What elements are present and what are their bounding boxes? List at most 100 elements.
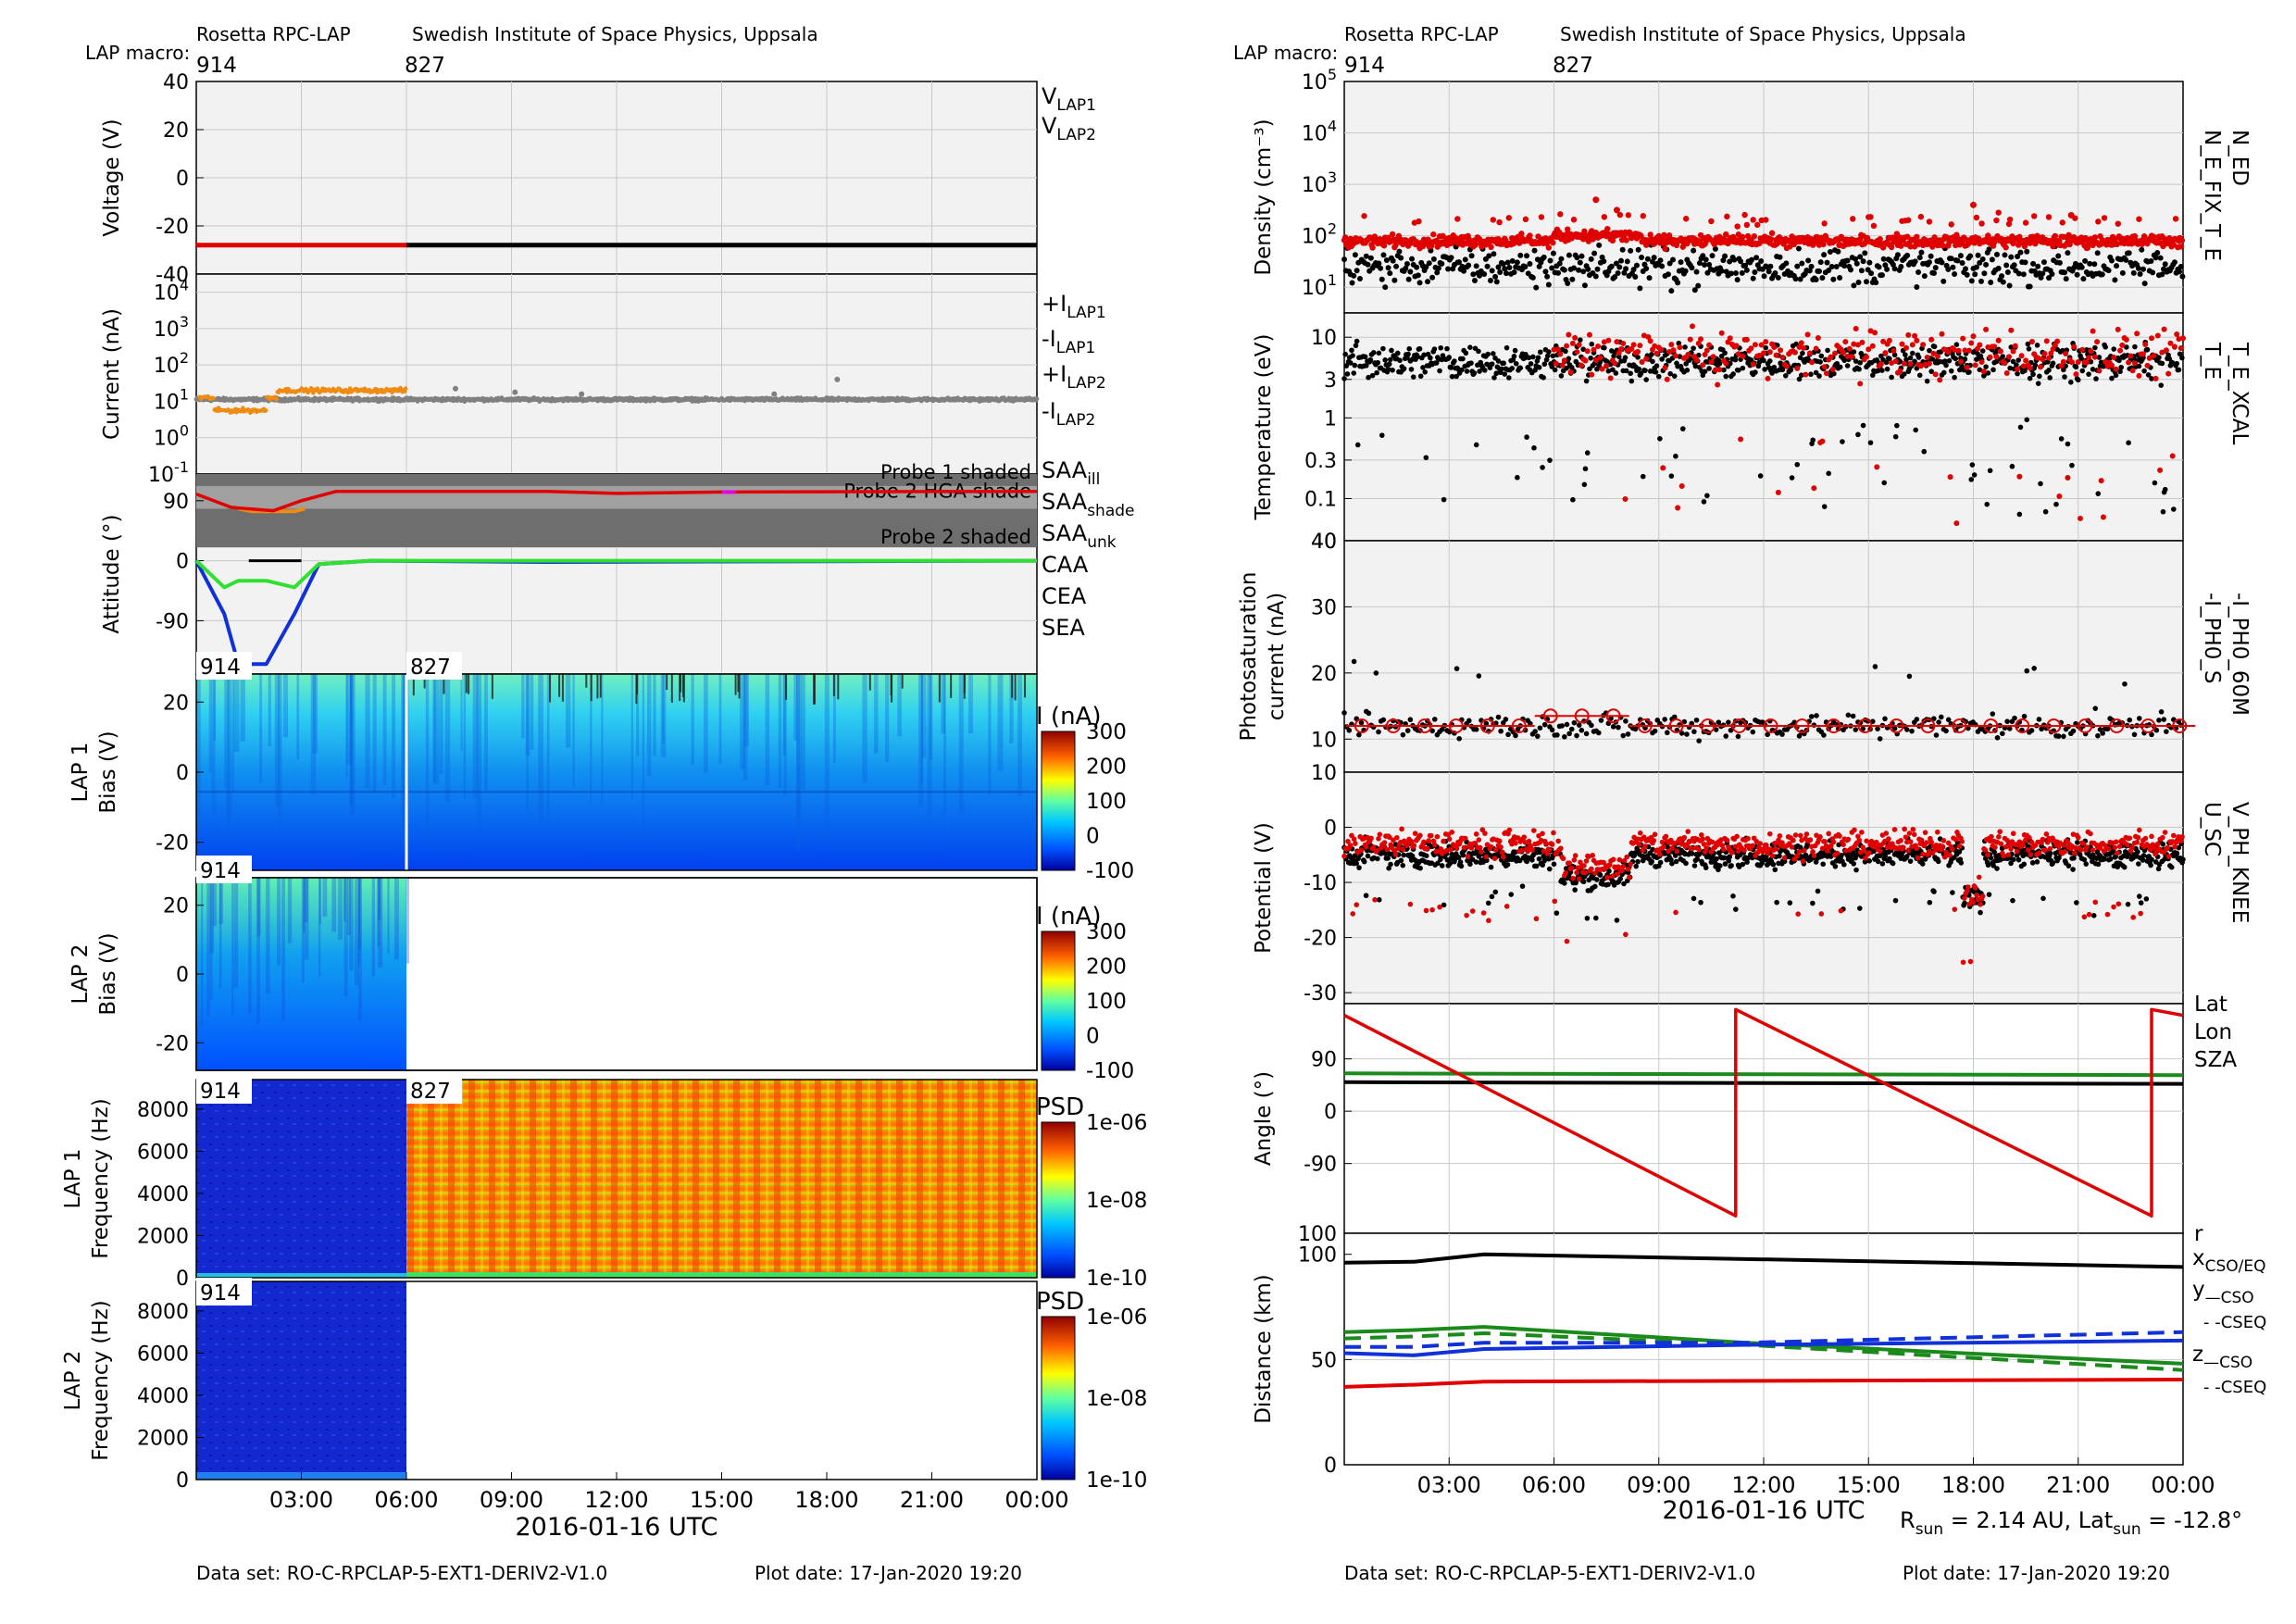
lap1-psd-colorbar-label: PSD bbox=[1036, 1093, 1084, 1121]
temperature-point bbox=[1748, 357, 1754, 363]
density-point bbox=[1380, 243, 1388, 249]
density-point bbox=[1983, 261, 1990, 268]
heatmap-streak bbox=[738, 674, 741, 699]
temperature-point bbox=[1794, 461, 1801, 468]
density-point bbox=[1486, 253, 1492, 259]
photosat-point bbox=[1404, 728, 1411, 733]
photosat-point bbox=[1541, 721, 1548, 728]
density-point bbox=[1493, 279, 1500, 285]
density-point bbox=[2045, 214, 2053, 220]
y-tick-label: 20 bbox=[163, 692, 189, 715]
density-point bbox=[1439, 260, 1445, 267]
density-point bbox=[1890, 261, 1896, 268]
lap1-sweep-macro-827: 827 bbox=[410, 656, 451, 680]
temperature-point bbox=[1375, 359, 1381, 366]
temperature-point bbox=[2042, 508, 2049, 515]
lap1-psd-frame bbox=[195, 1079, 1038, 1279]
temperature-point bbox=[1679, 426, 1686, 431]
heatmap-streak bbox=[662, 674, 665, 744]
heatmap-streak bbox=[406, 878, 410, 964]
temperature-point bbox=[1866, 346, 1872, 353]
density-point bbox=[1472, 242, 1479, 248]
temperature-point bbox=[1583, 378, 1590, 384]
density-point bbox=[1940, 243, 1946, 249]
legend-ip-lap2: +ILAP2 bbox=[1042, 361, 1106, 393]
density-point bbox=[1824, 259, 1830, 266]
temperature-point bbox=[1706, 366, 1712, 371]
temperature-point bbox=[1828, 354, 1834, 360]
temperature-point bbox=[1841, 349, 1847, 356]
density-point bbox=[1659, 263, 1666, 269]
density-point bbox=[1649, 258, 1655, 265]
temperature-point bbox=[2144, 346, 2151, 353]
density-point bbox=[1434, 269, 1441, 276]
temperature-point bbox=[2035, 355, 2041, 361]
temperature-point bbox=[1588, 356, 1593, 361]
temperature-point bbox=[1985, 344, 1991, 351]
temperature-point bbox=[1718, 353, 1725, 359]
temperature-point bbox=[2037, 364, 2043, 370]
density-point bbox=[1853, 256, 1859, 262]
heatmap-streak bbox=[796, 674, 801, 819]
photosat-point bbox=[1872, 664, 1878, 669]
temperature-point bbox=[1953, 520, 1960, 527]
density-point bbox=[2140, 233, 2148, 240]
density-point bbox=[1382, 284, 1389, 291]
y-tick-label: 0 bbox=[176, 964, 189, 987]
temperature-point bbox=[1968, 477, 1975, 482]
density-point bbox=[1448, 255, 1454, 261]
heatmap-streak bbox=[444, 674, 451, 802]
density-point bbox=[1380, 252, 1387, 258]
temperature-point bbox=[1867, 328, 1874, 334]
density-point bbox=[1734, 277, 1741, 283]
lap1-sweep-colorbar-tick: -100 bbox=[1086, 859, 1134, 883]
density-point bbox=[2066, 241, 2073, 248]
lap2-psd-y-label: LAP 2 bbox=[61, 1351, 85, 1411]
density-point bbox=[1506, 265, 1513, 271]
temperature-point bbox=[1437, 368, 1442, 374]
photosat-point bbox=[1796, 733, 1803, 739]
density-point bbox=[1873, 280, 1879, 286]
potential-point bbox=[1516, 857, 1523, 864]
temperature-point bbox=[1515, 474, 1520, 481]
temperature-point bbox=[2068, 380, 2074, 385]
potential-point bbox=[1356, 865, 1362, 870]
density-point bbox=[1608, 263, 1615, 269]
temperature-point bbox=[2000, 354, 2006, 359]
temperature-point bbox=[2058, 436, 2065, 442]
photosat-point bbox=[2092, 706, 2099, 711]
density-point bbox=[1684, 240, 1691, 247]
density-point bbox=[1907, 244, 1914, 250]
photosat-point bbox=[1454, 666, 1460, 671]
heatmap-streak bbox=[213, 674, 217, 742]
photosat-point bbox=[1891, 725, 1898, 731]
temperature-point bbox=[2063, 363, 2068, 369]
temperature-point bbox=[2058, 363, 2065, 369]
temperature-point bbox=[1582, 357, 1589, 364]
temperature-point bbox=[2003, 370, 2010, 377]
current-tick-label: 100 bbox=[154, 422, 189, 451]
legend-im-lap1: -ILAP1 bbox=[1042, 326, 1095, 357]
density-point bbox=[1365, 261, 1371, 268]
left-macro-label: LAP macro: bbox=[85, 42, 190, 64]
photosat-point bbox=[1505, 731, 1511, 738]
photosat-point bbox=[1943, 728, 1949, 734]
temperature-point bbox=[1630, 342, 1637, 348]
temperature-point bbox=[1495, 358, 1502, 364]
y-tick-label: 10 bbox=[1311, 729, 1337, 752]
density-point bbox=[1797, 276, 1803, 282]
photosat-point bbox=[1476, 673, 1482, 679]
temperature-point bbox=[1758, 342, 1765, 348]
temperature-point bbox=[1899, 341, 1905, 347]
density-point bbox=[1970, 201, 1977, 208]
density-point bbox=[2059, 219, 2065, 226]
heatmap-streak bbox=[546, 674, 550, 841]
temperature-point bbox=[2053, 501, 2059, 507]
y-tick-label: -20 bbox=[156, 832, 189, 856]
temperature-point bbox=[2117, 369, 2123, 375]
temperature-point bbox=[1970, 333, 1977, 340]
photosat-point bbox=[1537, 725, 1543, 731]
photosat-point bbox=[1693, 717, 1700, 723]
lap1-psd-colorbar bbox=[1041, 1121, 1076, 1279]
potential-point bbox=[1562, 881, 1567, 886]
